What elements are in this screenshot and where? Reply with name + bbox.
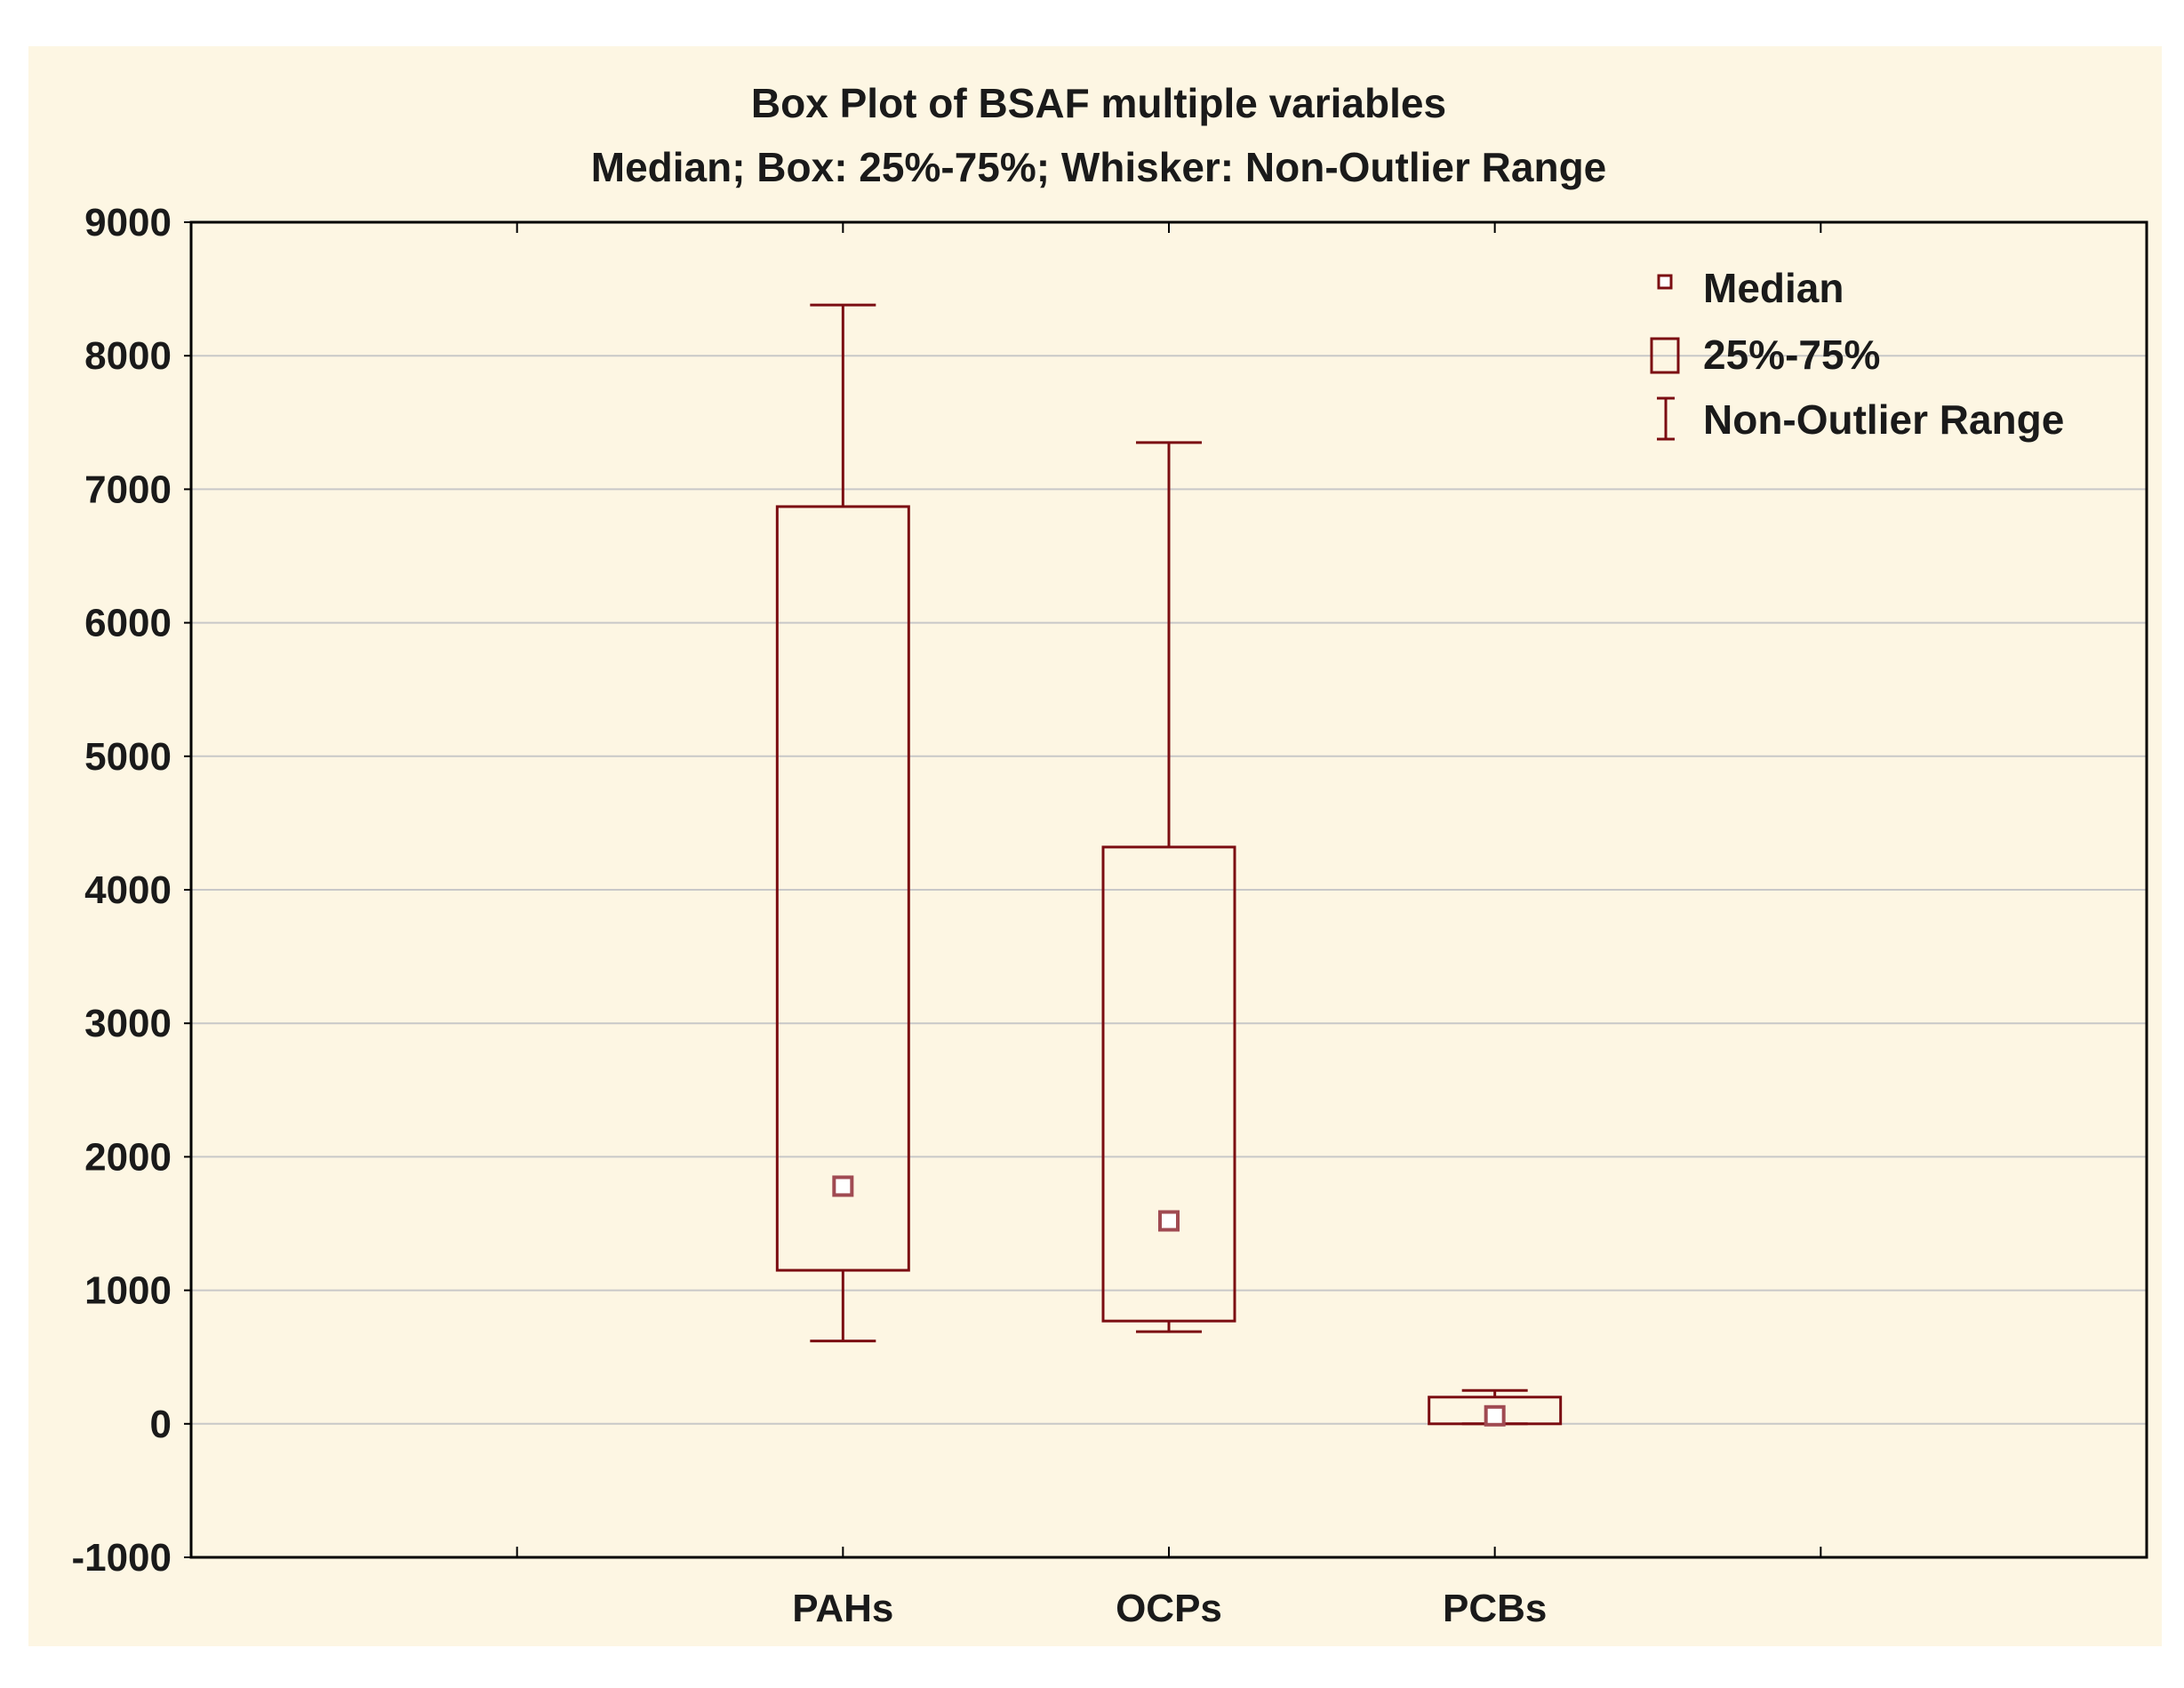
x-category-label: PCBs bbox=[1443, 1587, 1547, 1630]
chart-subtitle: Median; Box: 25%-75%; Whisker: Non-Outli… bbox=[591, 144, 1607, 190]
y-tick-label: 1000 bbox=[84, 1269, 172, 1313]
median-marker bbox=[1484, 1404, 1506, 1427]
chart-frame bbox=[28, 46, 2162, 1646]
y-tick-label: 3000 bbox=[84, 1002, 172, 1045]
y-tick-label: 5000 bbox=[84, 735, 172, 779]
plot-area bbox=[775, 303, 1563, 1427]
median-icon bbox=[1657, 274, 1673, 290]
box-group-pcbs bbox=[1428, 1388, 1563, 1427]
box-group-ocps bbox=[1101, 441, 1236, 1333]
iqr-box bbox=[1101, 845, 1236, 1323]
box-icon bbox=[1650, 337, 1680, 374]
median-marker bbox=[1158, 1210, 1180, 1232]
y-tick-label: 7000 bbox=[84, 468, 172, 511]
iqr-box bbox=[775, 505, 910, 1272]
x-category-label: PAHs bbox=[792, 1587, 893, 1630]
legend-label: Median bbox=[1703, 265, 1844, 311]
chart-title: Box Plot of BSAF multiple variables bbox=[751, 80, 1446, 126]
legend-label: 25%-75% bbox=[1703, 332, 1880, 378]
y-tick-label: 9000 bbox=[84, 201, 172, 244]
y-tick-label: 0 bbox=[150, 1403, 172, 1446]
y-tick-label: -1000 bbox=[71, 1536, 172, 1580]
plot-border bbox=[189, 220, 2148, 1559]
legend-label: Non-Outlier Range bbox=[1703, 396, 2064, 443]
axes: -1000 0 1000 2000 3000 4000 5000 6000 7000 8000 90… bbox=[71, 201, 2148, 1630]
y-tick-label: 2000 bbox=[84, 1135, 172, 1179]
y-tick-label: 8000 bbox=[84, 334, 172, 378]
box-group-pahs bbox=[775, 303, 910, 1343]
y-tick-label: 4000 bbox=[84, 868, 172, 912]
legend: Median 25%-75% Non-Outlier Range bbox=[1650, 265, 2064, 443]
median-marker bbox=[832, 1175, 854, 1197]
legend-item-whisker: Non-Outlier Range bbox=[1657, 396, 2064, 443]
legend-item-box: 25%-75% bbox=[1650, 332, 1880, 378]
y-tick-label: 6000 bbox=[84, 602, 172, 645]
x-category-label: OCPs bbox=[1116, 1587, 1222, 1630]
legend-item-median: Median bbox=[1657, 265, 1844, 311]
